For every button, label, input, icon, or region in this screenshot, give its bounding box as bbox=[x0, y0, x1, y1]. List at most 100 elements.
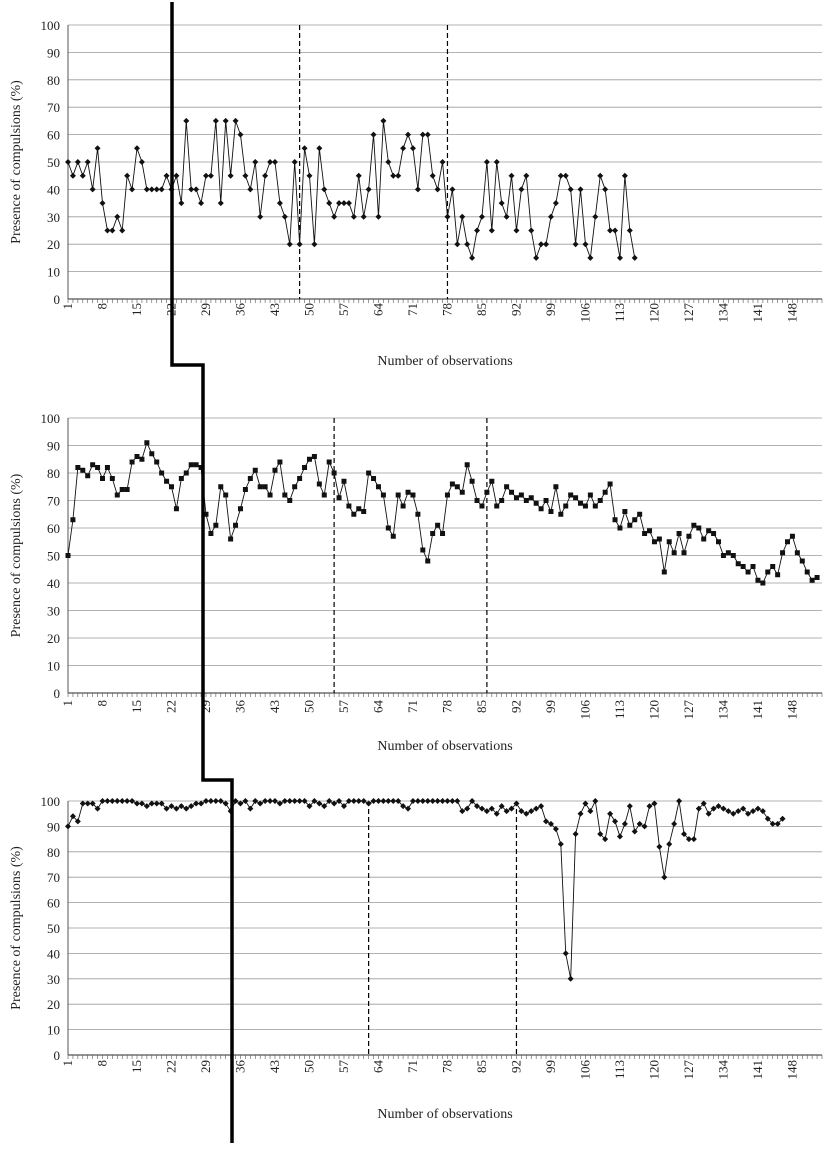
data-point bbox=[695, 805, 702, 812]
data-point bbox=[508, 805, 515, 812]
data-point bbox=[183, 117, 190, 124]
data-point bbox=[148, 186, 155, 193]
data-point bbox=[85, 473, 91, 479]
data-point bbox=[267, 798, 274, 804]
x-tick-label: 78 bbox=[439, 1060, 454, 1073]
data-point bbox=[533, 805, 540, 812]
data-point bbox=[488, 805, 495, 812]
data-point bbox=[449, 798, 456, 804]
data-point bbox=[74, 159, 81, 165]
data-point bbox=[119, 798, 126, 804]
x-tick-label: 127 bbox=[681, 700, 696, 720]
data-point bbox=[173, 172, 180, 179]
data-point bbox=[543, 818, 550, 825]
data-point bbox=[198, 465, 204, 470]
data-point bbox=[572, 241, 579, 248]
data-point bbox=[479, 503, 485, 509]
data-point bbox=[276, 200, 283, 207]
data-point bbox=[202, 172, 209, 179]
y-tick-label: 100 bbox=[41, 794, 61, 809]
data-point bbox=[193, 462, 199, 468]
data-point bbox=[124, 798, 131, 804]
data-point bbox=[321, 492, 327, 498]
y-tick-label: 10 bbox=[47, 1023, 60, 1038]
data-point bbox=[567, 975, 574, 982]
y-tick-label: 100 bbox=[41, 18, 61, 33]
data-point bbox=[779, 815, 786, 822]
data-point bbox=[341, 478, 347, 484]
data-point bbox=[119, 227, 126, 234]
data-point bbox=[281, 213, 288, 220]
x-axis-title: Number of observations bbox=[377, 739, 512, 754]
data-point bbox=[252, 467, 258, 473]
data-point bbox=[577, 186, 584, 193]
data-point bbox=[587, 492, 593, 498]
data-point bbox=[331, 800, 338, 807]
y-tick-label: 40 bbox=[47, 182, 60, 197]
x-tick-label: 148 bbox=[784, 700, 799, 720]
data-point bbox=[769, 820, 776, 827]
data-point bbox=[385, 525, 391, 531]
data-point bbox=[646, 803, 653, 810]
data-point bbox=[799, 558, 805, 564]
data-point bbox=[656, 843, 663, 850]
data-point bbox=[69, 172, 76, 179]
data-point bbox=[626, 803, 633, 810]
data-point bbox=[183, 805, 190, 812]
y-tick-label: 30 bbox=[47, 604, 60, 619]
data-point bbox=[133, 145, 140, 152]
data-point bbox=[616, 254, 623, 261]
data-point bbox=[79, 800, 86, 807]
data-point bbox=[474, 227, 481, 234]
x-tick-label: 71 bbox=[405, 303, 420, 316]
data-point bbox=[562, 950, 569, 957]
x-tick-label: 85 bbox=[474, 1060, 489, 1073]
data-point bbox=[518, 186, 525, 193]
data-point bbox=[292, 484, 298, 490]
x-tick-label: 29 bbox=[198, 700, 213, 713]
data-point bbox=[474, 498, 480, 503]
data-point bbox=[562, 172, 569, 179]
data-point bbox=[469, 478, 475, 484]
data-point bbox=[301, 145, 308, 152]
data-point bbox=[631, 254, 638, 261]
data-point bbox=[390, 172, 397, 179]
data-point bbox=[533, 254, 540, 261]
data-point bbox=[355, 172, 362, 179]
y-tick-label: 70 bbox=[47, 100, 60, 115]
data-point bbox=[114, 492, 120, 498]
data-point bbox=[129, 798, 136, 804]
x-tick-label: 141 bbox=[750, 303, 765, 323]
data-point bbox=[602, 836, 609, 843]
data-point bbox=[440, 531, 446, 536]
data-point bbox=[208, 531, 214, 536]
y-tick-label: 50 bbox=[47, 155, 60, 170]
data-point bbox=[212, 117, 219, 124]
data-point bbox=[306, 803, 313, 810]
data-point bbox=[346, 503, 352, 509]
data-point bbox=[129, 459, 135, 465]
data-point bbox=[257, 484, 263, 490]
data-point bbox=[484, 489, 490, 495]
data-point bbox=[222, 117, 229, 124]
data-point bbox=[464, 462, 470, 468]
data-point bbox=[814, 575, 820, 580]
data-point bbox=[252, 159, 259, 165]
y-tick-label: 80 bbox=[47, 466, 60, 481]
data-point bbox=[218, 484, 224, 490]
data-point bbox=[602, 186, 609, 193]
data-point bbox=[789, 533, 795, 539]
chart-panel-3: 0 10 20 30 40 50 60 70 80 90 100 1 8 15 22 29 36 43 50 57 64… bbox=[9, 794, 823, 1122]
data-point bbox=[198, 800, 205, 807]
data-point bbox=[227, 172, 234, 179]
data-point bbox=[439, 798, 446, 804]
data-point bbox=[547, 820, 554, 827]
data-point bbox=[602, 489, 608, 495]
y-tick-label: 10 bbox=[47, 265, 60, 280]
data-point bbox=[785, 539, 791, 545]
data-point bbox=[267, 159, 274, 165]
data-point bbox=[666, 841, 673, 848]
data-point bbox=[730, 553, 736, 558]
x-tick-label: 113 bbox=[612, 1060, 627, 1079]
